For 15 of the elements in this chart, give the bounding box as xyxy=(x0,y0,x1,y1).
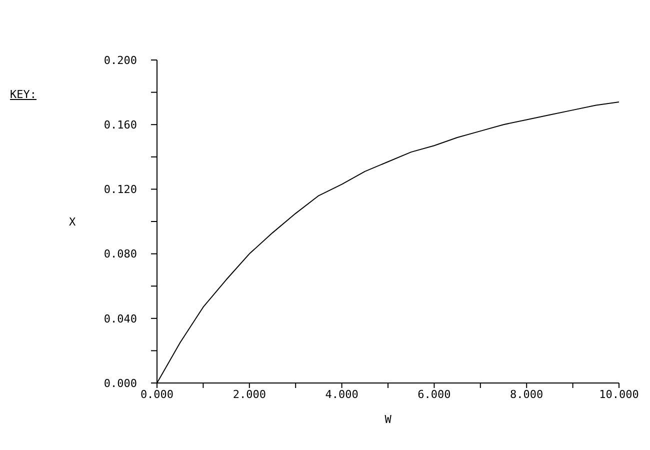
y-tick-label: 0.160 xyxy=(104,118,137,132)
y-tick-label: 0.040 xyxy=(104,312,137,326)
x-tick-label: 6.000 xyxy=(418,388,451,401)
x-axis-title: W xyxy=(384,413,392,426)
x-tick-label: 10.000 xyxy=(599,388,639,401)
y-tick-label: 0.000 xyxy=(104,376,137,390)
y-tick-label: 0.120 xyxy=(104,183,137,196)
x-tick-label: 0.000 xyxy=(140,388,174,401)
y-axis-title: X xyxy=(69,215,76,228)
x-tick-label: 4.000 xyxy=(325,388,358,401)
x-tick-label: 8.000 xyxy=(510,388,544,401)
y-tick-label: 0.200 xyxy=(104,54,137,67)
y-tick-label: 0.080 xyxy=(104,248,137,261)
text: KEY: xyxy=(10,88,36,101)
x-tick-label: 2.000 xyxy=(232,388,266,401)
